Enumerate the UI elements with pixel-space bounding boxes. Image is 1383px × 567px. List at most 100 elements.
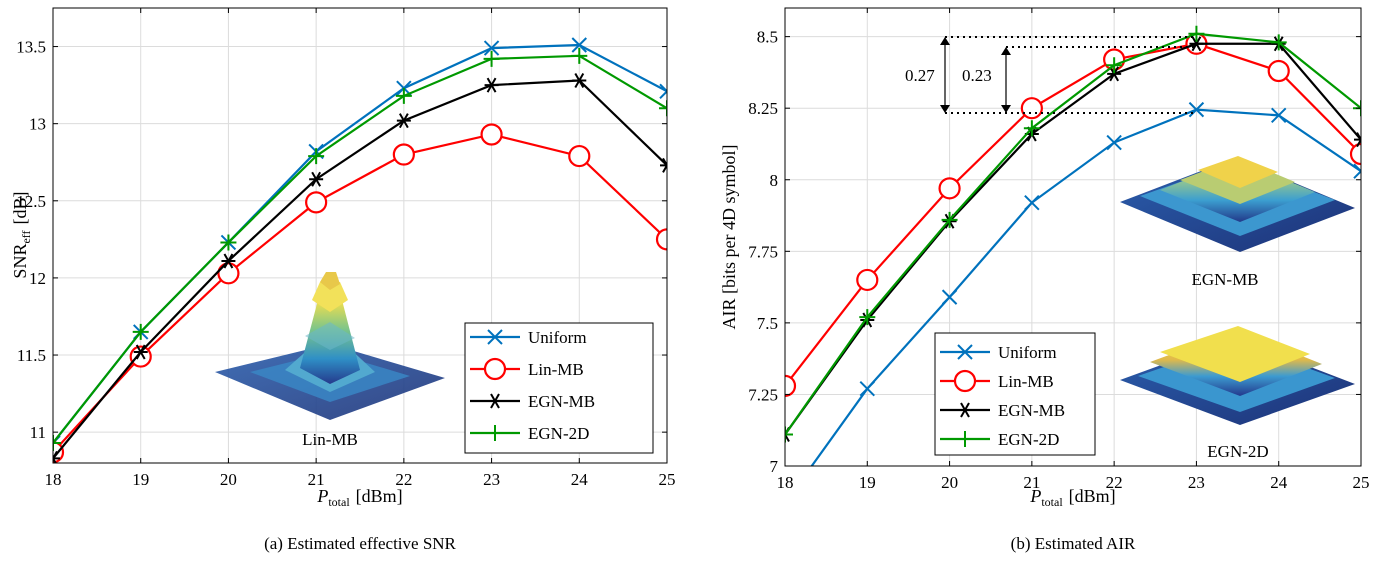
data-point-a-lin-mb: [305, 191, 328, 214]
data-point-b-egn-2d: [785, 426, 793, 443]
panel-b: EGN-MB EGN-2D 0.27 0.23 18 19 20 21 22 23 24 25…: [719, 7, 1370, 553]
data-point-a-egn-2d: [483, 50, 500, 67]
data-point-a-egn-mb: [309, 171, 324, 187]
inset-histogram-egn-2d: [1120, 326, 1355, 425]
inset-label-egn-2d: EGN-2D: [1207, 442, 1268, 461]
data-point-b-egn-2d: [1023, 120, 1040, 137]
legend-box-a: [464, 322, 654, 454]
x-tick-label-a: 19: [132, 470, 149, 489]
data-point-b-egn-2d: [859, 309, 876, 326]
data-point-b-lin-mb: [785, 374, 797, 397]
y-tick-label-a: 11: [30, 423, 46, 442]
data-point-a-egn-2d: [308, 148, 325, 165]
x-tick-label-b: 23: [1188, 473, 1205, 492]
legend-label-b-egn-2d: EGN-2D: [998, 430, 1059, 449]
data-point-a-egn-mb: [660, 157, 667, 173]
x-tick-label-b: 21: [1023, 473, 1040, 492]
data-point-a-egn-mb: [133, 344, 148, 360]
data-point-b-lin-mb: [856, 268, 879, 292]
y-tick-label-a: 12.5: [16, 192, 46, 211]
legend-b: Uniform Lin-MB EGN-MB EGN-2D: [934, 332, 1096, 456]
y-axis-label-b: AIR [bits per 4D symbol]: [719, 145, 739, 330]
x-tick-label-a: 25: [659, 470, 676, 489]
data-point-b-uniform: [1271, 107, 1287, 124]
data-point-a-lin-mb: [129, 345, 152, 368]
legend-a: Uniform Lin-MB EGN-MB EGN-2D: [464, 322, 654, 454]
x-tick-label-b: 25: [1353, 473, 1370, 492]
ticks-a: 18 19 20 21 22 23 24 25 11 11.5 12 12.5 13 13.5: [16, 8, 676, 489]
y-tick-label-b: 7.5: [757, 314, 778, 333]
gap-label-023: 0.23: [962, 66, 992, 85]
y-tick-label-b: 8.5: [757, 28, 778, 47]
y-axis-label-a: SNReff[dB]: [10, 191, 33, 278]
series-line-b-egn-mb: [785, 42, 1361, 436]
series-line-b-egn-2d: [785, 32, 1361, 436]
caption-a: (a) Estimated effective SNR: [264, 534, 456, 553]
data-point-a-egn-mb: [572, 72, 587, 88]
legend-label-a-uniform: Uniform: [528, 328, 587, 347]
data-point-b-egn-2d: [1188, 25, 1205, 42]
series-line-b-uniform: [810, 108, 1361, 466]
data-point-a-egn-2d: [659, 100, 667, 117]
data-point-b-egn-2d: [941, 211, 958, 228]
y-tick-label-b: 7.25: [748, 385, 778, 404]
inset-histogram-lin-mb: [215, 272, 445, 420]
legend-marker-b-lin-mb: [953, 369, 977, 393]
data-point-a-lin-mb: [568, 144, 591, 168]
data-point-b-uniform: [1106, 134, 1122, 151]
legend-label-a-lin-mb: Lin-MB: [528, 360, 584, 379]
data-point-a-egn-2d: [395, 87, 412, 104]
inset-histogram-egn-mb: [1120, 156, 1355, 252]
x-tick-label-a: 22: [395, 470, 412, 489]
y-tick-label-b: 8.25: [748, 99, 778, 118]
data-point-a-egn-2d: [220, 234, 237, 251]
data-point-b-lin-mb: [1020, 97, 1043, 120]
x-tick-label-a: 18: [45, 470, 62, 489]
data-point-b-lin-mb: [938, 177, 961, 200]
data-point-a-lin-mb: [217, 262, 240, 285]
data-point-b-uniform: [859, 381, 875, 397]
series-line-b-lin-mb: [785, 42, 1361, 387]
legend-marker-b-egn-2d: [957, 431, 973, 447]
inset-label-lin-mb: Lin-MB: [302, 430, 358, 449]
series-group-a: [53, 37, 667, 463]
y-tick-label-b: 7.75: [748, 242, 778, 261]
y-tick-label-a: 13: [29, 115, 46, 134]
panel-a: Lin-MB 18 19 20 21 22 23 24 25 11 11.5 12 12.5 13 13.…: [10, 7, 676, 553]
x-tick-label-a: 20: [220, 470, 237, 489]
x-axis-label-b: Ptotal [dBm]: [1029, 486, 1115, 509]
data-point-a-lin-mb: [655, 228, 667, 251]
x-tick-label-a: 24: [571, 470, 589, 489]
series-group-b: [778, 25, 1361, 510]
series-line-a-egn-mb: [53, 79, 667, 460]
legend-box-b: [934, 332, 1096, 456]
data-point-a-egn-mb: [53, 450, 60, 463]
x-tick-label-b: 22: [1106, 473, 1123, 492]
y-tick-label-a: 12: [29, 269, 46, 288]
x-tick-label-a: 21: [308, 470, 325, 489]
data-point-a-uniform: [571, 37, 587, 53]
x-tick-label-b: 20: [941, 473, 958, 492]
y-tick-label-a: 11.5: [17, 346, 46, 365]
data-point-a-uniform: [483, 40, 500, 56]
data-point-a-lin-mb: [480, 123, 503, 146]
series-line-a-egn-2d: [53, 54, 667, 444]
data-point-a-egn-mb: [221, 253, 236, 269]
data-point-b-egn-mb: [1189, 36, 1204, 52]
x-tick-label-b: 24: [1270, 473, 1288, 492]
data-point-b-egn-2d: [1270, 34, 1287, 51]
data-point-b-uniform: [1353, 163, 1361, 179]
x-tick-label-b: 18: [777, 473, 794, 492]
data-point-b-uniform: [778, 496, 792, 510]
data-point-a-egn-mb: [484, 77, 499, 93]
plot-frame-a: [52, 7, 668, 464]
data-point-b-uniform: [1188, 101, 1205, 118]
legend-label-b-egn-mb: EGN-MB: [998, 401, 1065, 420]
legend-marker-a-egn-mb: [488, 393, 502, 409]
data-point-b-lin-mb: [1349, 142, 1361, 166]
plot-frame-b: [784, 7, 1362, 467]
data-point-a-lin-mb: [392, 143, 415, 166]
legend-label-b-uniform: Uniform: [998, 343, 1057, 362]
data-point-b-egn-2d: [1106, 57, 1123, 74]
